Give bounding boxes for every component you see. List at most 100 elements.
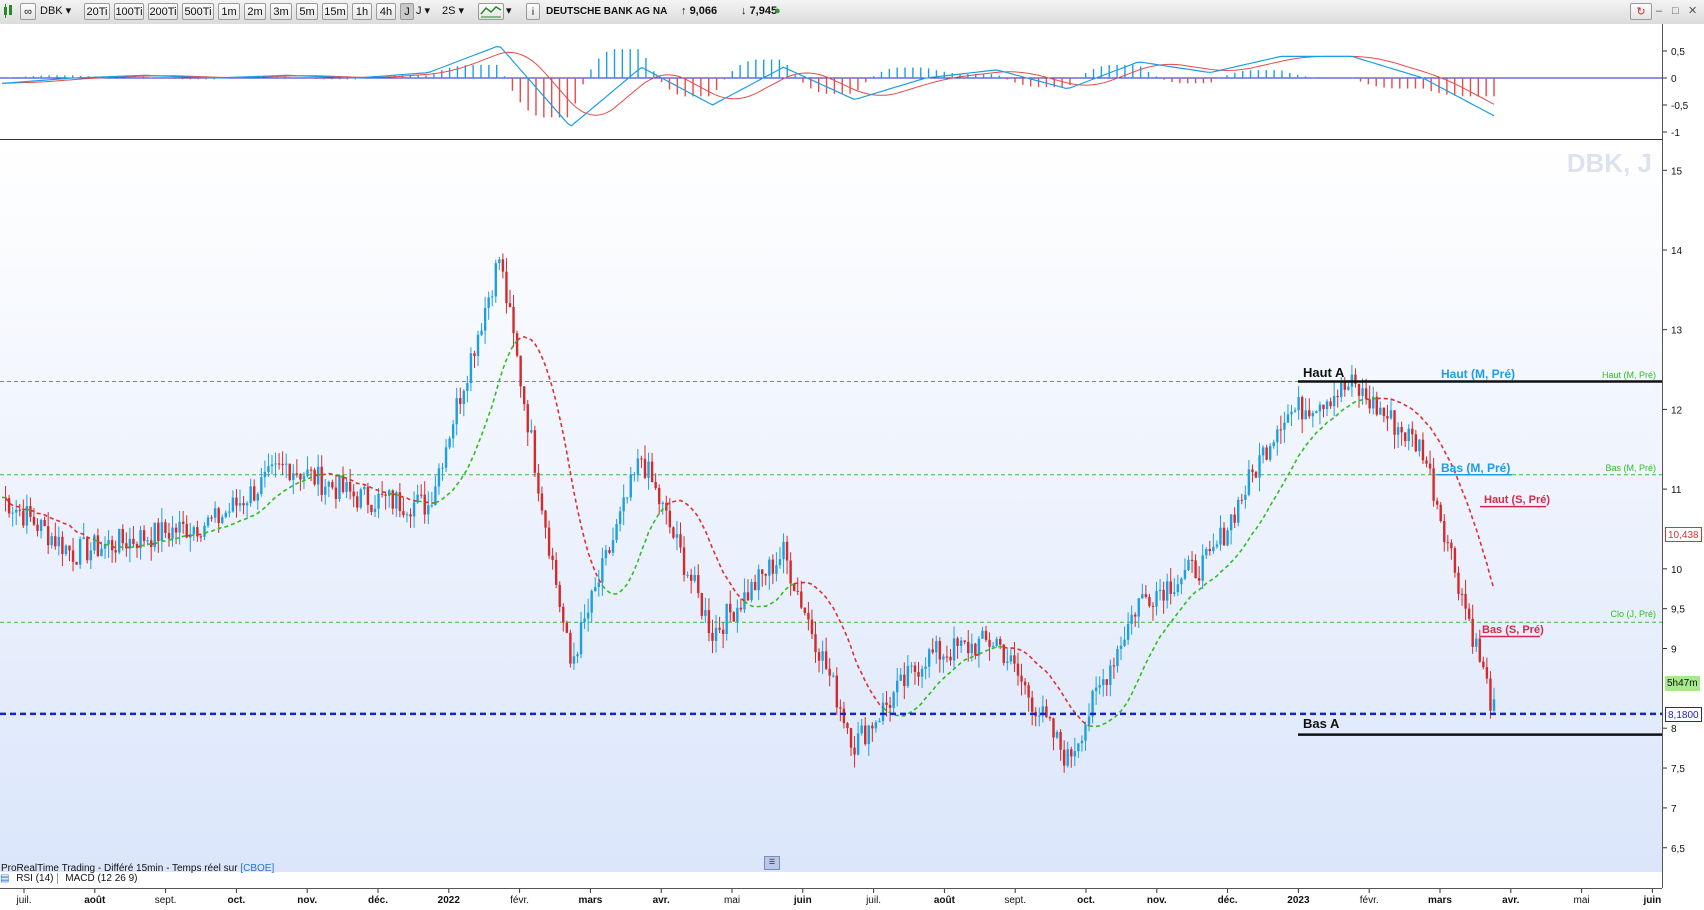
candle-body xyxy=(1095,688,1097,691)
timeframe-button-5m[interactable]: 5m xyxy=(296,3,318,20)
candles xyxy=(4,253,1495,772)
indicator-dropdown[interactable]: ▾ xyxy=(506,3,516,20)
candle-body xyxy=(370,505,372,512)
candle-body xyxy=(164,522,166,533)
candle-body xyxy=(235,498,237,506)
candle-body xyxy=(97,535,99,556)
candle-body xyxy=(853,748,855,755)
candle-body xyxy=(1045,706,1047,717)
candle-body xyxy=(1120,646,1122,649)
timeframe-button-J[interactable]: J xyxy=(400,3,414,20)
candle-body xyxy=(669,511,671,528)
cboe-link[interactable]: [CBOE] xyxy=(240,863,274,874)
timeframe-button-15m[interactable]: 15m xyxy=(322,3,348,20)
candle-body xyxy=(79,539,81,565)
candle-body xyxy=(1290,412,1292,415)
candle-body xyxy=(15,510,17,513)
candle-body xyxy=(630,475,632,498)
candle-body xyxy=(1173,592,1175,594)
candle-body xyxy=(456,398,458,424)
timeframe-button-100Ti[interactable]: 100Ti xyxy=(114,3,144,20)
candle-body xyxy=(1361,388,1363,395)
expand-icon[interactable]: ☰ xyxy=(764,856,780,870)
candle-body xyxy=(797,591,799,592)
candle-body xyxy=(1255,472,1257,477)
bas-s-label: Bas (S, Pré) xyxy=(1482,624,1544,636)
units-select[interactable]: 2S ▾ xyxy=(442,3,474,20)
candle-body xyxy=(1098,685,1100,687)
haut-s-label: Haut (S, Pré) xyxy=(1484,494,1550,506)
x-tick-label: oct. xyxy=(228,895,246,906)
maximize-icon[interactable]: □ xyxy=(1672,3,1686,20)
candle-body xyxy=(1287,414,1289,422)
moving-average-line xyxy=(400,496,418,501)
price-tick-label: 10 xyxy=(1671,565,1683,576)
timeframe-button-20Ti[interactable]: 20Ti xyxy=(84,3,110,20)
timeframe-button-200Ti[interactable]: 200Ti xyxy=(148,3,178,20)
chart-type-icon[interactable] xyxy=(2,3,16,20)
candle-body xyxy=(246,503,248,505)
candle-body xyxy=(281,464,283,465)
candle-body xyxy=(182,522,184,524)
minimize-icon[interactable]: – xyxy=(1656,3,1670,20)
timeframe-button-3m[interactable]: 3m xyxy=(270,3,292,20)
candle-body xyxy=(324,487,326,495)
moving-average-line xyxy=(435,340,517,503)
candle-body xyxy=(569,633,571,664)
candle-body xyxy=(686,575,688,576)
candle-body xyxy=(640,458,642,459)
close-icon[interactable]: ✕ xyxy=(1688,3,1702,20)
candle-body xyxy=(786,542,788,561)
timeframe-button-2m[interactable]: 2m xyxy=(244,3,266,20)
candle-body xyxy=(924,667,926,669)
candle-body xyxy=(1347,387,1349,390)
link-icon[interactable]: ∞ xyxy=(20,3,36,20)
candle-body xyxy=(1162,590,1164,601)
candle-body xyxy=(736,608,738,622)
macd-tab[interactable]: MACD (12 26 9) xyxy=(61,873,141,884)
candle-body xyxy=(303,476,305,479)
macd-tick-label: -0,5 xyxy=(1671,101,1689,112)
price-tick-label: 8 xyxy=(1671,724,1677,735)
candle-body xyxy=(900,675,902,681)
x-tick-label: juin xyxy=(1643,895,1662,906)
candle-body xyxy=(1198,578,1200,581)
candle-body xyxy=(1432,468,1434,500)
candle-body xyxy=(711,633,713,641)
candle-body xyxy=(367,487,369,505)
price-tick-label: 7,5 xyxy=(1671,764,1685,775)
timeframe-button-1m[interactable]: 1m xyxy=(218,3,240,20)
symbol-select[interactable]: DBK ▾ xyxy=(40,3,82,20)
candle-body xyxy=(921,669,923,677)
candle-body xyxy=(512,307,514,333)
candle-body xyxy=(1280,429,1282,430)
refresh-icon[interactable]: ↻ xyxy=(1630,3,1652,20)
tabs-icon[interactable]: ▤ xyxy=(0,873,9,884)
x-tick-label: avr. xyxy=(653,895,670,906)
rsi-tab[interactable]: RSI (14) xyxy=(12,873,58,884)
moving-average-line xyxy=(155,536,187,544)
timeframe-button-1h[interactable]: 1h xyxy=(352,3,372,20)
timeframe-button-500Ti[interactable]: 500Ti xyxy=(182,3,214,20)
candle-body xyxy=(352,491,354,496)
candle-body xyxy=(1226,530,1228,545)
candle-body xyxy=(1315,411,1317,413)
candle-body xyxy=(249,486,251,503)
candle-body xyxy=(509,303,511,307)
timeframe-button-4h[interactable]: 4h xyxy=(376,3,396,20)
candle-body xyxy=(86,537,88,560)
candle-body xyxy=(1187,560,1189,570)
indicator-icon[interactable] xyxy=(478,3,504,20)
candle-body xyxy=(495,263,497,296)
candle-body xyxy=(1134,615,1136,617)
candle-body xyxy=(1390,410,1392,418)
period-select[interactable]: J ▾ xyxy=(416,3,438,20)
candle-body xyxy=(47,526,49,545)
info-icon[interactable]: i xyxy=(526,3,540,20)
candle-body xyxy=(1074,751,1076,756)
candle-body xyxy=(1202,555,1204,580)
candle-body xyxy=(33,517,35,525)
candle-body xyxy=(1471,619,1473,647)
